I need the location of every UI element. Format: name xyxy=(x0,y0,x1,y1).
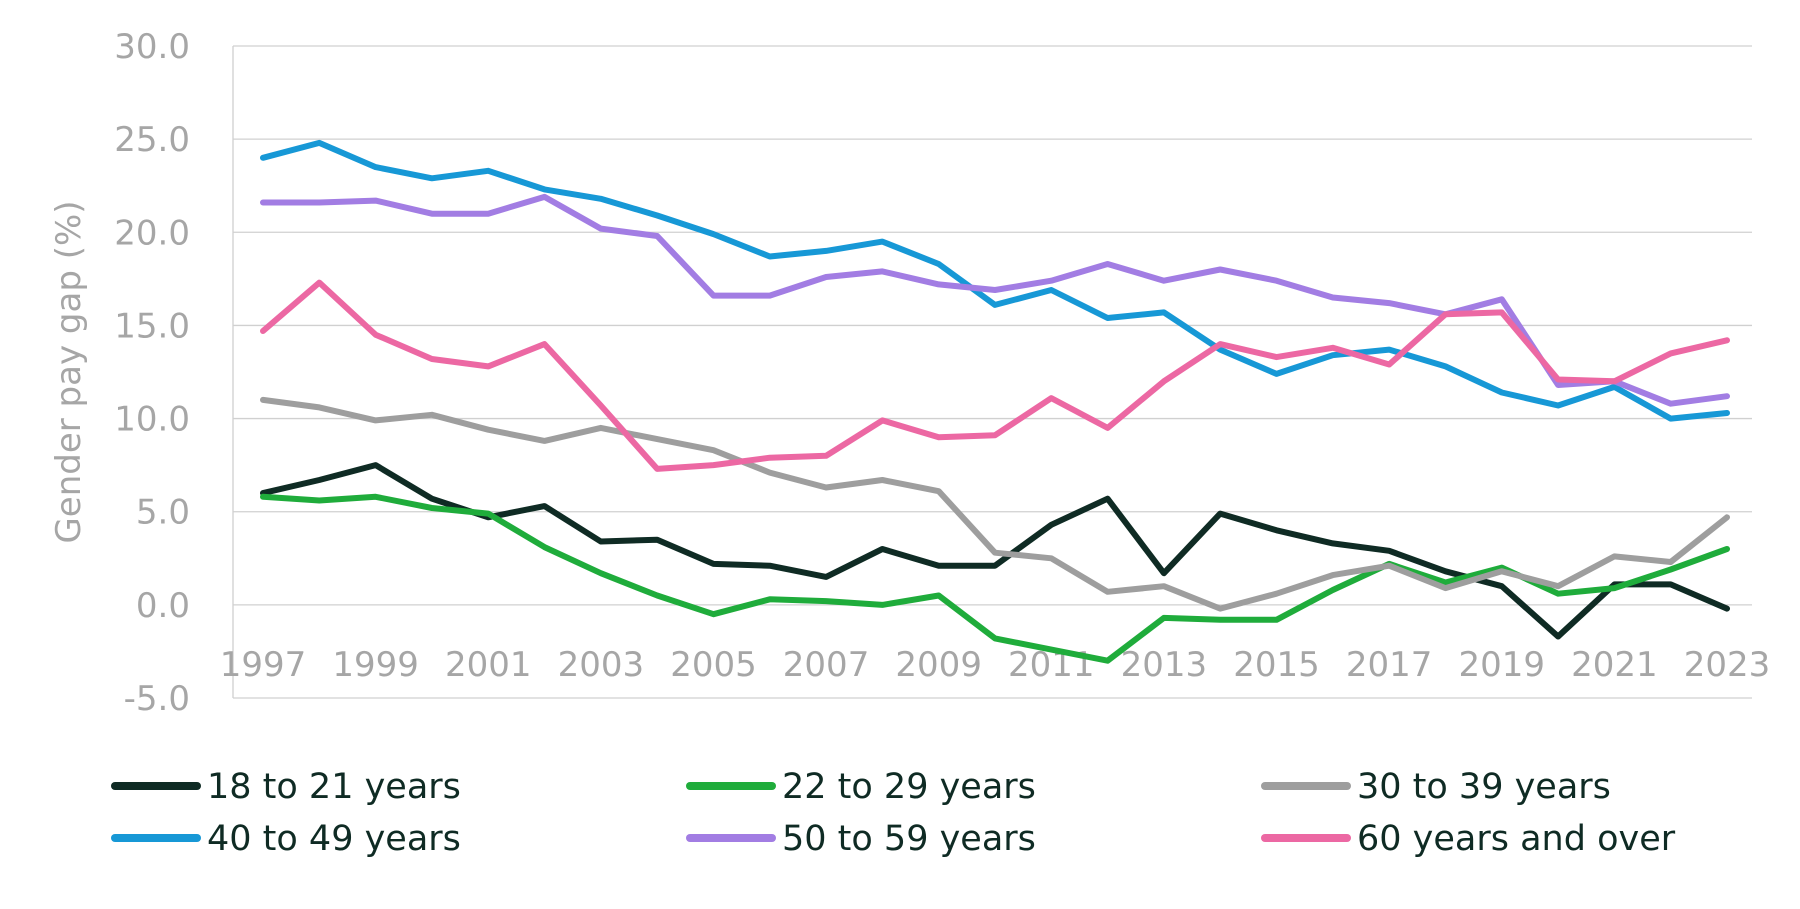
series-lines xyxy=(260,139,1730,664)
gridlines xyxy=(233,45,1752,699)
series-3 xyxy=(260,396,1730,612)
x-tick-label: 2015 xyxy=(1233,645,1320,685)
y-tick-label: 10.0 xyxy=(114,400,190,440)
legend-label: 60 years and over xyxy=(1357,819,1676,859)
legend-item: 18 to 21 years xyxy=(111,767,461,807)
legend-item: 30 to 39 years xyxy=(1261,767,1611,807)
series-line xyxy=(260,396,1730,612)
x-tick-label: 1997 xyxy=(220,645,307,685)
series-line xyxy=(260,493,1730,664)
series-2 xyxy=(260,493,1730,664)
series-6 xyxy=(260,279,1730,472)
series-1 xyxy=(260,462,1730,640)
x-tick-label: 2009 xyxy=(895,645,982,685)
x-tick-label: 2007 xyxy=(783,645,870,685)
x-tick-label: 2005 xyxy=(670,645,757,685)
x-tick-label: 2021 xyxy=(1571,645,1658,685)
x-tick-label: 2017 xyxy=(1346,645,1433,685)
y-tick-label: 0.0 xyxy=(136,586,190,626)
x-tick-label: 2019 xyxy=(1459,645,1546,685)
series-line xyxy=(260,193,1730,407)
legend-label: 40 to 49 years xyxy=(207,819,461,859)
legend-item: 22 to 29 years xyxy=(686,767,1036,807)
axes: 30.0 25.0 20.0 15.0 10.0 5.0 0.0 -5.0 1997 1999 20… xyxy=(49,27,1770,719)
series-5 xyxy=(260,193,1730,407)
y-axis-label: Gender pay gap (%) xyxy=(49,200,89,543)
x-tick-label: 2013 xyxy=(1121,645,1208,685)
series-4 xyxy=(260,139,1730,422)
y-tick-label: 15.0 xyxy=(114,306,190,346)
x-tick-label: 1999 xyxy=(332,645,419,685)
legend-label: 22 to 29 years xyxy=(782,767,1036,807)
legend-label: 18 to 21 years xyxy=(207,767,461,807)
y-tick-label: 30.0 xyxy=(114,27,190,67)
y-tick-label: 5.0 xyxy=(136,493,190,533)
x-tick-label: 2023 xyxy=(1684,645,1771,685)
x-tick-label: 2001 xyxy=(445,645,532,685)
legend-item: 60 years and over xyxy=(1261,819,1676,859)
y-tick-label: -5.0 xyxy=(124,679,190,719)
legend-label: 50 to 59 years xyxy=(782,819,1036,859)
y-tick-label: 25.0 xyxy=(114,120,190,160)
legend: 18 to 21 years 22 to 29 years 30 to 39 yea… xyxy=(111,767,1676,859)
y-tick-label: 20.0 xyxy=(114,213,190,253)
legend-item: 50 to 59 years xyxy=(686,819,1036,859)
legend-item: 40 to 49 years xyxy=(111,819,461,859)
series-line xyxy=(260,139,1730,422)
legend-label: 30 to 39 years xyxy=(1357,767,1611,807)
x-tick-label: 2003 xyxy=(558,645,645,685)
